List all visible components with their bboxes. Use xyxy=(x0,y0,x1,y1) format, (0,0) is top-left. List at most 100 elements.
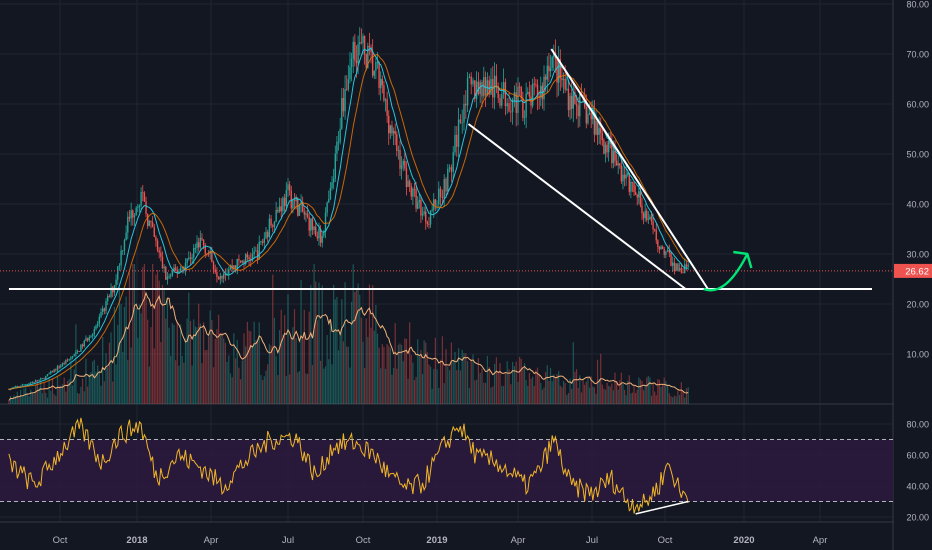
volume-bar xyxy=(431,388,433,404)
candle-body xyxy=(425,211,427,222)
volume-bar xyxy=(680,382,682,404)
volume-bar xyxy=(142,267,144,404)
volume-bar xyxy=(216,329,218,404)
volume-bar xyxy=(407,378,409,404)
candle-body xyxy=(251,253,254,261)
volume-bar xyxy=(15,396,17,404)
volume-bar xyxy=(665,381,667,404)
candle-body xyxy=(61,363,64,366)
volume-bar xyxy=(535,370,537,404)
volume-bar xyxy=(199,323,201,404)
candle-body xyxy=(324,212,327,232)
volume-bar xyxy=(188,292,190,404)
volume-bar xyxy=(666,384,669,404)
volume-bar xyxy=(481,368,483,404)
time-axis-tick-label: Oct xyxy=(53,535,68,546)
volume-bar xyxy=(53,394,55,404)
candle-body xyxy=(63,363,65,364)
volume-bar xyxy=(315,281,317,404)
volume-bar xyxy=(120,304,122,404)
volume-bar xyxy=(391,374,393,404)
candle-body xyxy=(463,103,465,123)
candle-body xyxy=(633,183,635,193)
volume-bar xyxy=(548,380,550,404)
candle-body xyxy=(628,173,630,192)
candle-body xyxy=(88,337,90,341)
volume-bar xyxy=(601,384,603,404)
volume-bar xyxy=(145,297,147,404)
volume-bar xyxy=(433,368,435,404)
volume-bar xyxy=(203,322,205,404)
time-axis-tick-label: Jul xyxy=(586,535,598,546)
candle-body xyxy=(408,180,411,187)
candle-body xyxy=(421,213,424,216)
volume-bar xyxy=(282,334,284,404)
candle-body xyxy=(410,186,412,197)
candle-body xyxy=(19,385,22,387)
volume-bar xyxy=(110,332,112,404)
volume-bar xyxy=(46,397,49,404)
candle-body xyxy=(110,287,112,297)
volume-bar xyxy=(156,270,159,404)
volume-bar xyxy=(532,376,534,404)
volume-bar xyxy=(158,280,160,404)
volume-bar xyxy=(668,393,670,404)
volume-bar xyxy=(420,349,422,404)
volume-bar xyxy=(56,376,59,404)
volume-bar xyxy=(320,360,322,404)
trendline xyxy=(550,48,709,290)
candle-body xyxy=(98,316,101,324)
candle-body xyxy=(687,264,689,267)
volume-bar xyxy=(268,343,270,404)
volume-bar xyxy=(229,373,232,404)
volume-bar xyxy=(609,386,611,404)
volume-bar xyxy=(450,342,452,404)
volume-bar xyxy=(241,360,243,404)
volume-bar xyxy=(399,343,401,404)
volume-bar xyxy=(546,365,548,404)
candle-body xyxy=(431,209,433,211)
candle-body xyxy=(71,356,74,358)
volume-bar xyxy=(357,283,359,404)
candle-body xyxy=(43,378,45,380)
volume-bar xyxy=(642,390,645,404)
candle-body xyxy=(367,45,369,68)
candle-body xyxy=(359,42,361,45)
volume-bar xyxy=(78,393,80,404)
volume-bar xyxy=(148,366,150,404)
volume-bar xyxy=(617,389,619,404)
candle-body xyxy=(329,187,332,200)
candle-body xyxy=(238,258,240,261)
volume-bar xyxy=(272,274,274,404)
volume-bar xyxy=(305,373,307,404)
candle-body xyxy=(285,190,288,207)
candle-body xyxy=(18,386,20,387)
volume-bars xyxy=(8,264,689,404)
candle-body xyxy=(559,58,561,79)
candle-body xyxy=(622,174,624,182)
candle-body xyxy=(623,174,626,179)
candle-body xyxy=(21,384,24,386)
candle-body xyxy=(337,141,340,143)
volume-bar xyxy=(452,360,454,404)
candle-body xyxy=(407,180,409,187)
volume-bar xyxy=(290,337,292,404)
candle-body xyxy=(122,250,124,252)
volume-bar xyxy=(163,290,165,404)
volume-bar xyxy=(234,358,237,404)
volume-bar xyxy=(184,338,187,404)
volume-bar xyxy=(206,349,208,404)
candle-body xyxy=(619,163,621,166)
volume-bar xyxy=(417,339,419,404)
volume-bar xyxy=(337,350,340,404)
volume-bar xyxy=(71,385,74,404)
volume-bar xyxy=(389,347,391,404)
volume-bar xyxy=(569,378,571,404)
moving-averages xyxy=(0,47,893,391)
volume-bar xyxy=(43,382,45,404)
volume-bar xyxy=(260,374,262,404)
candle-body xyxy=(470,76,472,85)
volume-bar xyxy=(40,381,42,404)
candle-body xyxy=(630,181,632,192)
